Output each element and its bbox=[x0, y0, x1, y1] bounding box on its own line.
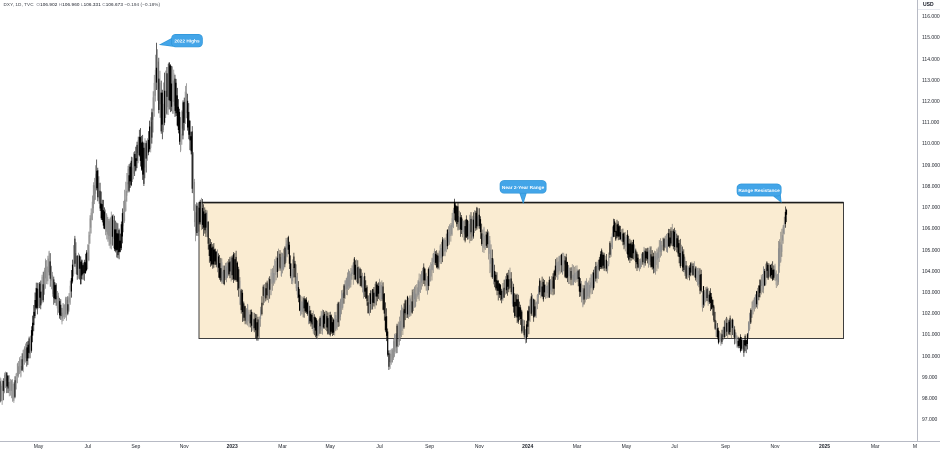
svg-text:Near 2-Year Range: Near 2-Year Range bbox=[502, 185, 545, 191]
svg-text:2022 Highs: 2022 Highs bbox=[174, 39, 200, 45]
svg-text:Range Resistance: Range Resistance bbox=[738, 188, 780, 194]
